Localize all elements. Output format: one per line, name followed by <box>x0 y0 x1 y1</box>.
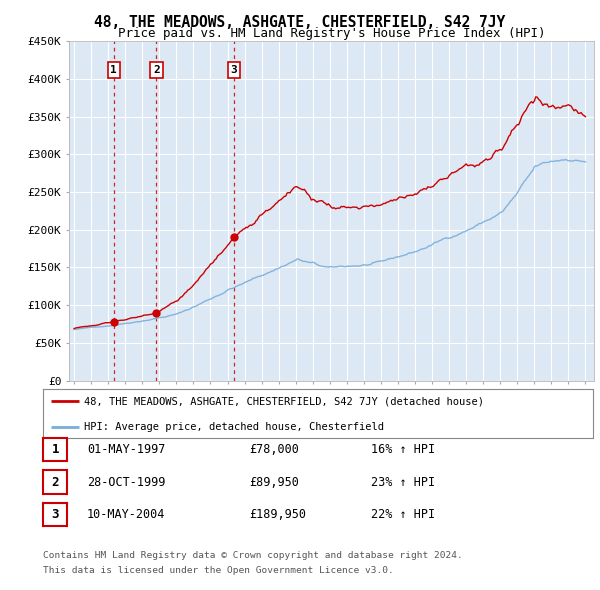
Text: 23% ↑ HPI: 23% ↑ HPI <box>371 476 435 489</box>
Text: 28-OCT-1999: 28-OCT-1999 <box>87 476 166 489</box>
Text: This data is licensed under the Open Government Licence v3.0.: This data is licensed under the Open Gov… <box>43 566 394 575</box>
Text: 3: 3 <box>230 65 237 75</box>
Text: 01-MAY-1997: 01-MAY-1997 <box>87 443 166 456</box>
Text: 16% ↑ HPI: 16% ↑ HPI <box>371 443 435 456</box>
Text: 10-MAY-2004: 10-MAY-2004 <box>87 508 166 521</box>
Text: £189,950: £189,950 <box>249 508 306 521</box>
Text: £89,950: £89,950 <box>249 476 299 489</box>
Text: 2: 2 <box>153 65 160 75</box>
Text: £78,000: £78,000 <box>249 443 299 456</box>
Text: 2: 2 <box>52 476 59 489</box>
Text: Contains HM Land Registry data © Crown copyright and database right 2024.: Contains HM Land Registry data © Crown c… <box>43 551 463 560</box>
Title: Price paid vs. HM Land Registry's House Price Index (HPI): Price paid vs. HM Land Registry's House … <box>118 27 545 40</box>
Text: 48, THE MEADOWS, ASHGATE, CHESTERFIELD, S42 7JY: 48, THE MEADOWS, ASHGATE, CHESTERFIELD, … <box>94 15 506 30</box>
Text: 22% ↑ HPI: 22% ↑ HPI <box>371 508 435 521</box>
Text: 1: 1 <box>110 65 117 75</box>
Text: 1: 1 <box>52 443 59 456</box>
Text: 48, THE MEADOWS, ASHGATE, CHESTERFIELD, S42 7JY (detached house): 48, THE MEADOWS, ASHGATE, CHESTERFIELD, … <box>85 396 484 407</box>
Text: 3: 3 <box>52 508 59 521</box>
Text: HPI: Average price, detached house, Chesterfield: HPI: Average price, detached house, Ches… <box>85 422 385 432</box>
